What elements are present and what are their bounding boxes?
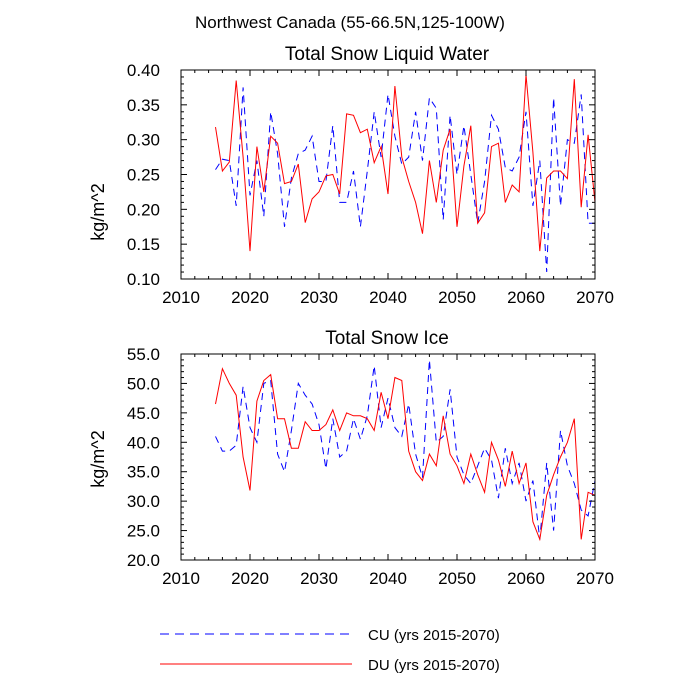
series-line-cu bbox=[215, 87, 595, 273]
y-tick-label: 0.35 bbox=[127, 96, 160, 115]
x-tick-label: 2010 bbox=[162, 288, 200, 307]
plot-frame bbox=[180, 69, 596, 280]
y-tick-label: 0.10 bbox=[127, 270, 160, 289]
y-axis-label: kg/m^2 bbox=[88, 183, 108, 240]
y-tick-label: 0.25 bbox=[127, 166, 160, 185]
chart-panel-snow-liquid-water: Total Snow Liquid Water kg/m^2 2010 2020 2… bbox=[88, 44, 614, 307]
y-tick-label: 25.0 bbox=[127, 522, 160, 541]
y-tick-label: 0.15 bbox=[127, 235, 160, 254]
chart-panel-snow-ice: Total Snow Ice kg/m^2 2010 2020 2030 2040 20… bbox=[88, 328, 614, 588]
x-tick-label: 2070 bbox=[576, 569, 614, 588]
y-tick-label: 50.0 bbox=[127, 374, 160, 393]
y-tick-label: 30.0 bbox=[127, 492, 160, 511]
y-tick-label: 35.0 bbox=[127, 463, 160, 482]
y-tick-label: 40.0 bbox=[127, 433, 160, 452]
y-tick-label: 0.40 bbox=[127, 61, 160, 80]
legend: CU (yrs 2015-2070) DU (yrs 2015-2070) bbox=[160, 627, 500, 674]
x-tick-label: 2020 bbox=[231, 288, 269, 307]
x-tick-label: 2030 bbox=[300, 569, 338, 588]
x-tick-label: 2050 bbox=[438, 288, 476, 307]
figure-title: Northwest Canada (55-66.5N,125-100W) bbox=[195, 13, 505, 32]
y-axis-label: kg/m^2 bbox=[88, 430, 108, 487]
x-tick-label: 2010 bbox=[162, 569, 200, 588]
x-tick-label: 2040 bbox=[369, 288, 407, 307]
x-tick-label: 2050 bbox=[438, 569, 476, 588]
x-tick-label: 2030 bbox=[300, 288, 338, 307]
y-tick-label: 0.30 bbox=[127, 131, 160, 150]
x-tick-label: 2060 bbox=[507, 288, 545, 307]
x-tick-label: 2040 bbox=[369, 569, 407, 588]
panel-title: Total Snow Liquid Water bbox=[285, 44, 490, 65]
series-line-du bbox=[215, 367, 596, 542]
x-tick-label: 2070 bbox=[576, 288, 614, 307]
y-tick-label: 55.0 bbox=[127, 345, 160, 364]
panel-title: Total Snow Ice bbox=[325, 328, 449, 349]
y-tick-label: 20.0 bbox=[127, 551, 160, 570]
legend-label-du: DU (yrs 2015-2070) bbox=[368, 657, 500, 674]
legend-label-cu: CU (yrs 2015-2070) bbox=[368, 627, 500, 644]
y-tick-label: 0.20 bbox=[127, 200, 160, 219]
y-tick-label: 45.0 bbox=[127, 404, 160, 423]
x-tick-label: 2060 bbox=[507, 569, 545, 588]
x-tick-label: 2020 bbox=[231, 569, 269, 588]
series-line-du bbox=[215, 74, 596, 252]
